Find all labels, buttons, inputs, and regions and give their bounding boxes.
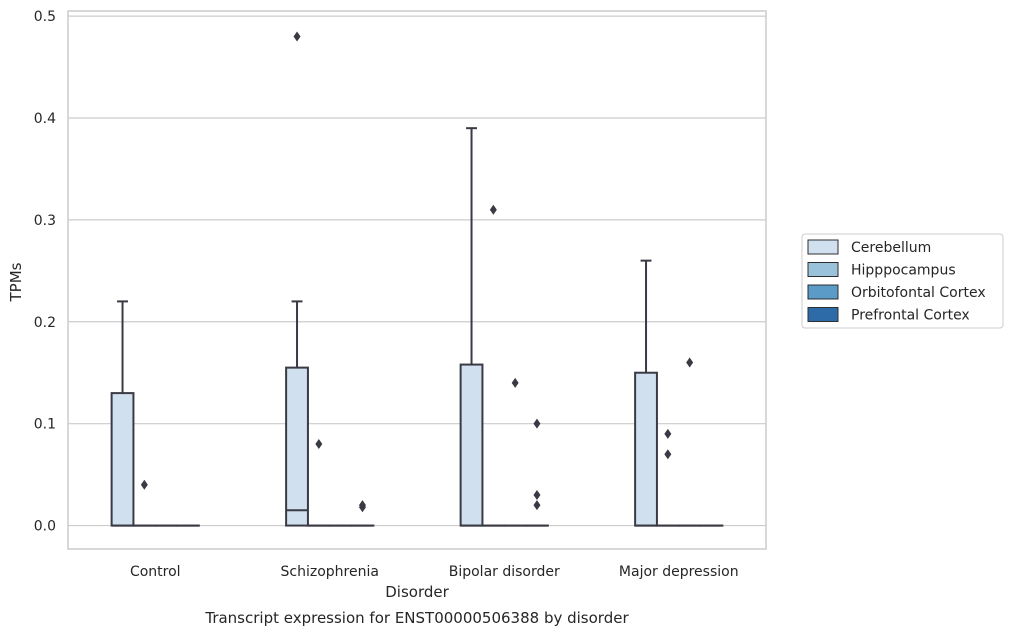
legend-label: Prefrontal Cortex <box>851 308 970 324</box>
legend-label: Orbitofontal Cortex <box>851 285 986 301</box>
outlier-point <box>664 428 672 439</box>
box-body <box>285 366 309 527</box>
grid-lines <box>68 15 766 527</box>
y-tick-label: 0.2 <box>34 315 56 331</box>
outlier-point <box>533 500 541 511</box>
y-tick-label: 0.4 <box>34 111 56 127</box>
legend-swatch <box>807 262 839 277</box>
outlier-point <box>664 449 672 460</box>
outlier-point <box>533 489 541 500</box>
y-tick-label: 0.3 <box>34 213 56 229</box>
outlier-point <box>315 439 323 450</box>
legend-frame <box>801 233 1004 329</box>
legend-swatch <box>807 239 839 255</box>
outlier-point <box>511 377 519 388</box>
box-cerebellum <box>634 259 658 527</box>
box-cerebellum <box>459 127 484 527</box>
legend-swatch <box>807 307 839 322</box>
legend-label: Hipppocampus <box>851 263 956 279</box>
x-tick-label: Schizophrenia <box>281 564 379 580</box>
box-body <box>459 363 484 527</box>
x-tick-label: Control <box>130 564 181 580</box>
x-axis-label: Disorder <box>385 583 449 601</box>
box-cerebellum <box>285 300 309 527</box>
box-series <box>110 127 724 527</box>
outlier-point <box>140 479 148 490</box>
box-body <box>110 392 135 527</box>
outlier-point <box>686 357 694 368</box>
outlier-point <box>293 31 301 42</box>
y-tick-label: 0.1 <box>34 417 56 433</box>
x-tick-label: Major depression <box>619 564 739 580</box>
x-tick-label: Bipolar disorder <box>449 564 560 580</box>
legend-label: Cerebellum <box>851 240 931 256</box>
outlier-point <box>358 502 366 513</box>
plot-area-frame <box>67 10 767 550</box>
outlier-points <box>140 31 694 513</box>
box-cerebellum <box>110 300 135 527</box>
outlier-point <box>489 204 497 215</box>
y-tick-label: 0.0 <box>34 519 56 535</box>
y-axis-ticks: 0.0 0.1 0.2 0.3 0.4 0.5 <box>34 9 56 534</box>
box-body <box>634 371 658 527</box>
y-axis-label: TPMs <box>7 262 25 302</box>
outlier-point <box>533 418 541 429</box>
legend: Cerebellum Hipppocampus Orbitofontal Corte… <box>801 233 1004 329</box>
x-axis-ticks: Control Schizophrenia Bipolar disorder Majo… <box>130 564 739 580</box>
legend-swatch <box>807 284 839 300</box>
y-tick-label: 0.5 <box>34 9 56 25</box>
figure-caption: Transcript expression for ENST0000050638… <box>204 609 629 627</box>
